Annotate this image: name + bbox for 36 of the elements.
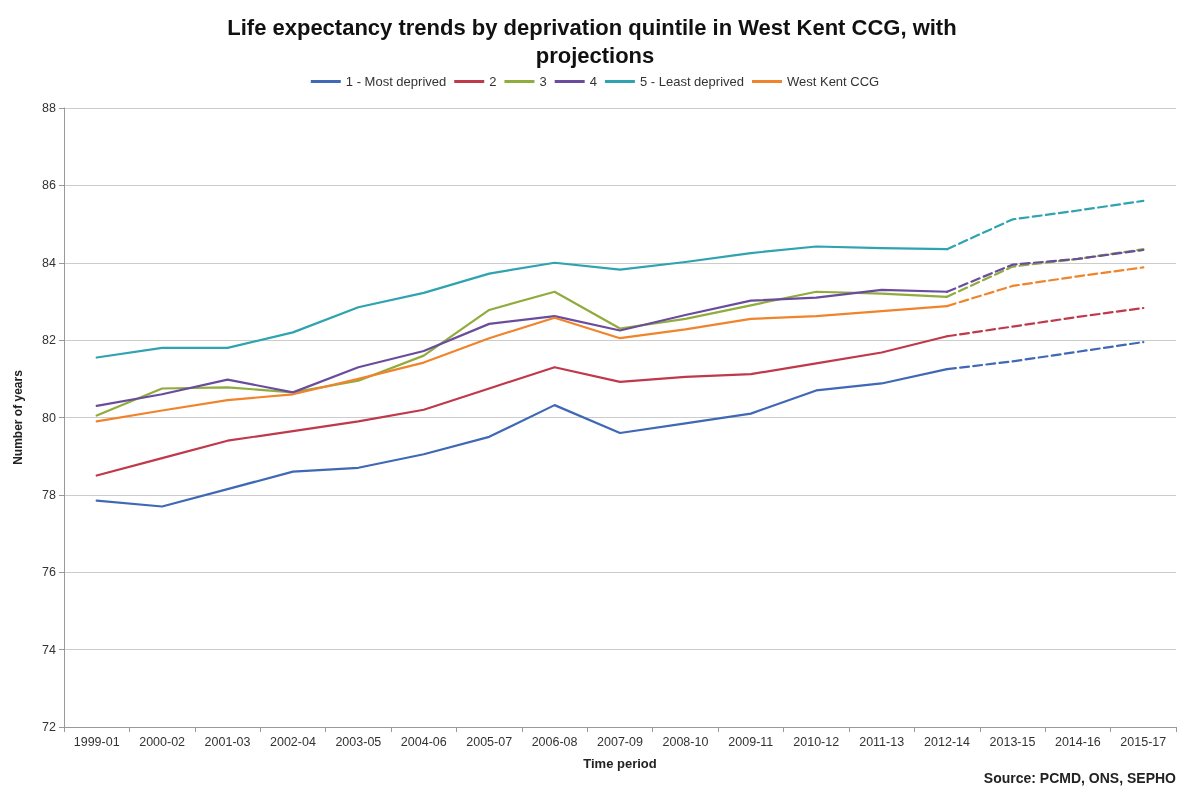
x-tick-label: 2015-17 [1120, 734, 1167, 749]
y-tick-label: 74 [42, 642, 57, 657]
legend-label: 2 [489, 74, 497, 89]
x-tick-label: 2013-15 [989, 734, 1036, 749]
x-tick-label: 2012-14 [924, 734, 971, 749]
y-tick-label: 82 [42, 333, 57, 348]
y-tick-label: 88 [42, 101, 57, 115]
x-tick-label: 2004-06 [400, 734, 447, 749]
x-tick-label: 2002-04 [270, 734, 316, 749]
x-tick-label: 2014-16 [1054, 734, 1101, 749]
y-axis-title: Number of years [11, 369, 25, 465]
legend-label: 1 - Most deprived [345, 74, 447, 89]
x-tick-label: 2009-11 [728, 734, 774, 749]
legend-label: 4 [589, 74, 597, 89]
x-tick-label: 2008-10 [662, 734, 709, 749]
y-tick-label: 86 [42, 178, 57, 193]
source-note: Source: PCMD, ONS, SEPHO [983, 770, 1177, 786]
y-tick-label: 78 [42, 487, 57, 502]
x-tick-label: 2003-05 [335, 734, 382, 749]
x-axis-title: Time period [583, 756, 657, 771]
y-tick-label: 72 [42, 720, 57, 734]
legend-label: 5 - Least deprived [639, 74, 744, 89]
chart-title: Life expectancy trends by deprivation quintile in West Kent CCG, with projections [227, 14, 963, 68]
x-tick-label: 2007-09 [597, 734, 643, 749]
x-tick-label: 2005-07 [466, 734, 513, 749]
x-tick-label: 2011-13 [859, 734, 905, 749]
legend-label: 3 [539, 74, 547, 89]
x-tick-label: 2001-03 [204, 734, 251, 749]
y-tick-label: 84 [42, 255, 57, 270]
legend-label: West Kent CCG [786, 74, 880, 89]
x-tick-label: 2010-12 [793, 734, 840, 749]
y-tick-label: 76 [42, 565, 57, 580]
x-tick-label: 2000-02 [139, 734, 186, 749]
x-tick-label: 2006-08 [531, 734, 578, 749]
x-tick-label: 1999-01 [73, 734, 120, 749]
y-tick-label: 80 [42, 410, 57, 425]
